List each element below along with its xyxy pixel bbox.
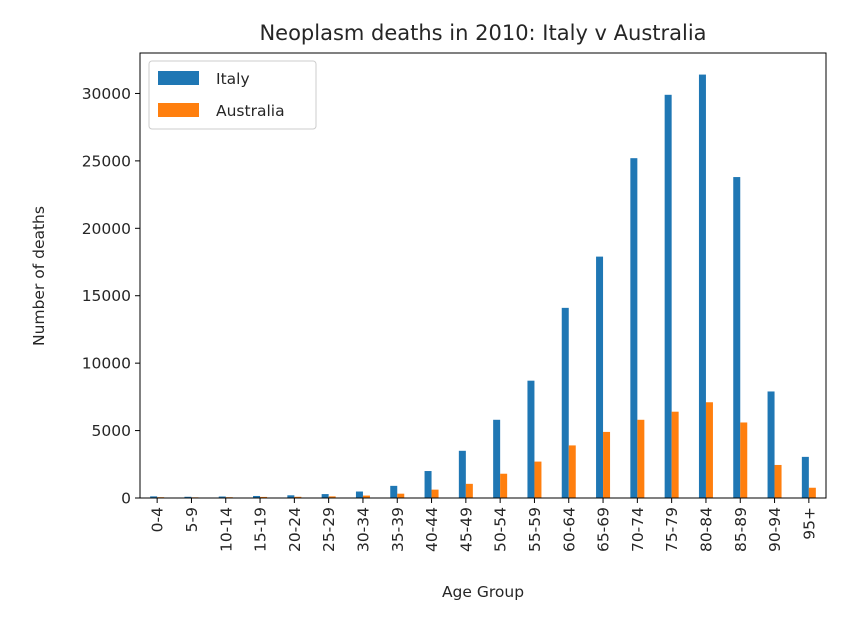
- legend-swatch-australia: [158, 103, 199, 117]
- y-tick-label: 25000: [82, 152, 131, 170]
- x-tick-label: 35-39: [389, 507, 407, 552]
- bar-australia-90-94: [774, 464, 782, 498]
- x-tick-label: 0-4: [149, 507, 167, 532]
- bar-australia-15-19: [260, 496, 268, 498]
- bar-italy-50-54: [493, 419, 501, 498]
- bar-italy-10-14: [218, 496, 226, 498]
- legend-swatch-italy: [158, 71, 199, 85]
- x-tick-label: 50-54: [492, 507, 510, 552]
- bar-italy-80-84: [698, 74, 706, 498]
- y-tick-label: 10000: [82, 355, 131, 373]
- x-axis: 0-4 5-9 10-14 15-19 20-24 25-29 30-34 35-39 40-4…: [149, 498, 818, 552]
- bar-australia-45-49: [465, 483, 473, 498]
- bar-italy-0-4: [150, 496, 158, 498]
- bar-italy-55-59: [527, 380, 535, 498]
- plot-frame: [139, 52, 827, 499]
- bar-italy-35-39: [390, 485, 398, 498]
- bar-italy-15-19: [253, 495, 261, 498]
- y-axis: 0 5000 10000 15000 20000 25000 30000: [82, 85, 140, 508]
- bar-australia-25-29: [328, 496, 336, 498]
- x-axis-label: Age Group: [442, 583, 524, 601]
- bar-australia-65-69: [603, 431, 611, 498]
- bar-australia-85-89: [740, 422, 748, 498]
- bar-italy-90-94: [767, 391, 775, 498]
- x-tick-label: 25-29: [320, 507, 338, 552]
- y-tick-label: 30000: [82, 85, 131, 103]
- x-tick-label: 15-19: [252, 507, 270, 552]
- bars-layer: [150, 74, 816, 499]
- y-tick-label: 15000: [82, 287, 131, 305]
- y-tick-label: 0: [121, 490, 131, 508]
- bar-italy-45-49: [458, 450, 466, 498]
- x-tick-label: 55-59: [526, 507, 544, 552]
- bar-italy-65-69: [596, 256, 604, 498]
- x-tick-label: 65-69: [595, 507, 613, 552]
- bar-italy-85-89: [733, 177, 741, 498]
- x-tick-label: 85-89: [732, 507, 750, 552]
- bar-italy-25-29: [321, 494, 329, 498]
- x-tick-label: 80-84: [697, 507, 715, 552]
- chart-title: Neoplasm deaths in 2010: Italy v Austral…: [259, 21, 706, 45]
- bar-italy-5-9: [184, 496, 192, 498]
- x-tick-label: 95+: [800, 507, 818, 540]
- bar-italy-60-64: [561, 307, 569, 498]
- x-tick-label: 10-14: [217, 507, 235, 552]
- bar-australia-70-74: [637, 419, 645, 498]
- x-tick-label: 5-9: [183, 507, 201, 532]
- x-tick-label: 40-44: [423, 507, 441, 552]
- bar-australia-40-44: [431, 489, 439, 498]
- bar-italy-40-44: [424, 471, 432, 498]
- bar-australia-30-34: [362, 495, 370, 498]
- bar-australia-35-39: [397, 493, 405, 498]
- bar-australia-50-54: [500, 473, 508, 498]
- y-axis-label: Number of deaths: [30, 206, 48, 346]
- bar-italy-30-34: [355, 491, 363, 498]
- bar-australia-20-24: [294, 496, 302, 498]
- bar-italy-70-74: [630, 158, 638, 498]
- x-tick-label: 90-94: [766, 507, 784, 552]
- bar-australia-55-59: [534, 461, 542, 498]
- y-tick-label: 20000: [82, 220, 131, 238]
- legend: Italy Australia: [148, 60, 317, 130]
- x-tick-label: 30-34: [354, 507, 372, 552]
- x-tick-label: 60-64: [560, 507, 578, 552]
- bar-italy-95+: [801, 456, 809, 498]
- bar-australia-60-64: [568, 445, 576, 498]
- bar-australia-95+: [808, 487, 816, 498]
- bar-italy-20-24: [287, 495, 295, 498]
- x-tick-label: 45-49: [457, 507, 475, 552]
- bar-australia-75-79: [671, 411, 679, 498]
- x-tick-label: 70-74: [629, 507, 647, 552]
- bar-italy-75-79: [664, 94, 672, 499]
- legend-label-australia: Australia: [216, 102, 285, 120]
- legend-label-italy: Italy: [216, 70, 250, 88]
- x-tick-label: 20-24: [286, 507, 304, 552]
- x-tick-label: 75-79: [663, 507, 681, 552]
- y-tick-label: 5000: [92, 422, 131, 440]
- bar-australia-80-84: [705, 402, 713, 498]
